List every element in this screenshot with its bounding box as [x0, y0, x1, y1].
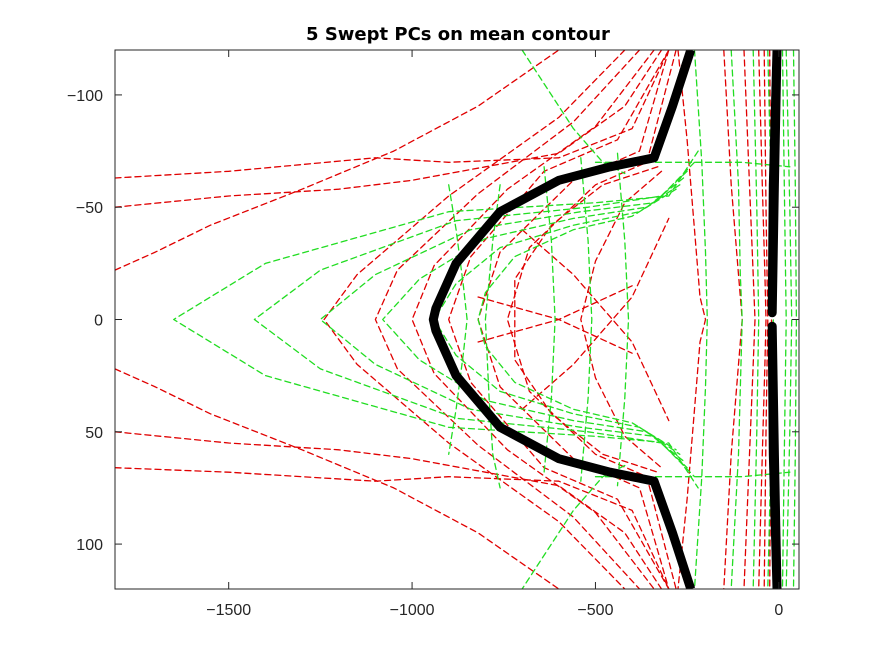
- y-tick-label: 0: [94, 313, 103, 330]
- x-tick-label: −1000: [390, 602, 435, 619]
- y-tick-label: 50: [85, 425, 103, 442]
- green-pc-line-42: [730, 50, 743, 589]
- series-layer: [115, 50, 798, 589]
- red-pc-line-11: [411, 50, 655, 589]
- mean-contour-line-0: [428, 50, 696, 589]
- green-pc-line-30: [382, 177, 685, 462]
- red-pc-line-14: [506, 50, 677, 589]
- mean-contour-line-1: [767, 50, 782, 318]
- green-pc-line-28: [253, 161, 696, 478]
- y-tick-label: 100: [76, 537, 103, 554]
- red-pc-line-10: [374, 50, 641, 589]
- x-tick-label: −1500: [206, 602, 251, 619]
- green-pc-line-34: [484, 184, 501, 489]
- red-pc-line-6: [115, 368, 560, 589]
- green-pc-line-32: [477, 188, 677, 451]
- red-pc-line-24: [758, 50, 767, 589]
- y-tick-label: −100: [67, 88, 103, 105]
- green-pc-line-44: [752, 50, 760, 589]
- red-pc-line-21: [677, 50, 707, 589]
- green-pc-line-33: [448, 184, 468, 455]
- green-pc-line-46: [785, 50, 793, 589]
- green-pc-line-36: [580, 157, 593, 482]
- green-pc-line-43: [693, 50, 708, 589]
- green-pc-line-29: [319, 170, 688, 469]
- green-pc-line-38: [521, 50, 626, 175]
- red-pc-line-7: [115, 431, 663, 589]
- green-pc-line-47: [781, 50, 787, 589]
- red-pc-line-4: [115, 50, 663, 208]
- red-pc-line-3: [115, 50, 670, 179]
- green-pc-line-27: [173, 150, 699, 489]
- red-pc-line-25: [763, 50, 769, 589]
- mean-contour-line-2: [767, 321, 782, 589]
- red-pc-line-18: [521, 217, 670, 410]
- red-pc-line-23: [743, 50, 756, 589]
- green-pc-line-37: [616, 152, 630, 487]
- red-pc-line-17: [521, 229, 670, 422]
- red-pc-line-8: [115, 467, 670, 589]
- red-pc-line-20: [477, 285, 633, 343]
- red-pc-line-9: [323, 50, 626, 589]
- x-tick-label: 0: [774, 602, 783, 619]
- red-pc-line-16: [580, 170, 663, 469]
- red-pc-line-5: [115, 50, 560, 271]
- x-tick-label: −500: [577, 602, 613, 619]
- chart-title: 5 Swept PCs on mean contour: [306, 24, 610, 45]
- plot-area: [115, 50, 799, 589]
- y-tick-label: −50: [76, 200, 103, 217]
- green-pc-line-35: [543, 166, 556, 473]
